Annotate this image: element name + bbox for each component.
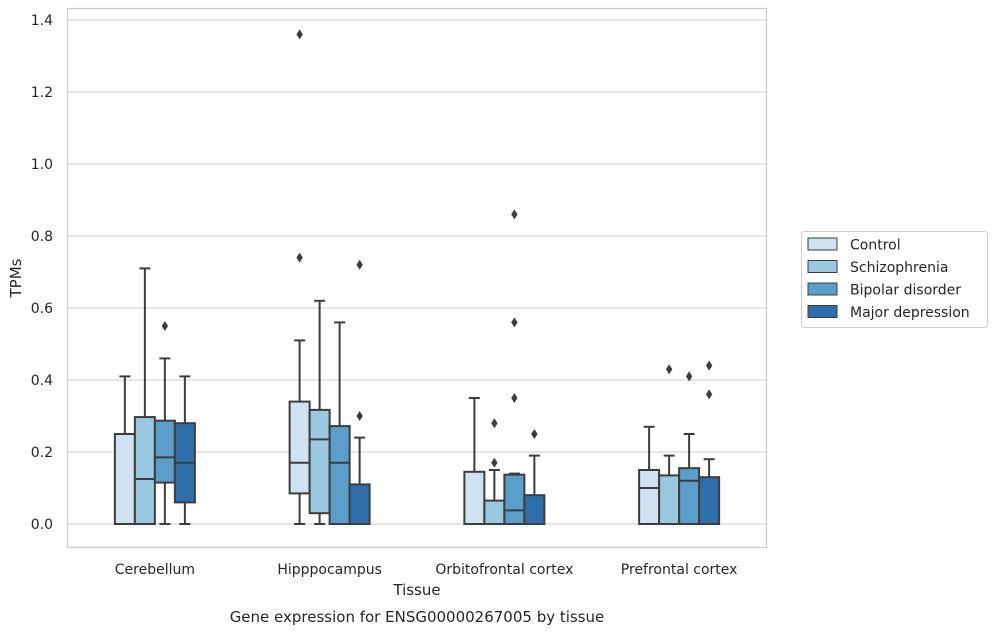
x-tick-label: Hipppocampus: [277, 562, 382, 578]
legend-swatch: [807, 260, 838, 273]
plot-frame: [66, 7, 768, 549]
box-0-0: [113, 375, 136, 525]
box-iqr: [463, 470, 486, 525]
figure-caption: Gene expression for ENSG00000267005 by t…: [230, 608, 605, 626]
y-axis-ticks: 0.0 0.2 0.4 0.6 0.8 1.0 1.2 1.4: [31, 13, 53, 533]
outlier-marker: [665, 364, 673, 375]
box-2-2: [503, 209, 526, 525]
box-3-0: [638, 425, 661, 525]
box-iqr: [658, 474, 681, 525]
outlier-marker: [511, 317, 518, 328]
outlier-marker: [531, 429, 538, 439]
outlier-marker: [296, 29, 303, 40]
box-3-1: [658, 364, 681, 525]
box-iqr: [678, 467, 701, 526]
legend: Control Schizophrenia Bipolar disorder Majo…: [801, 231, 988, 328]
x-axis-label: Tissue: [392, 581, 440, 599]
legend-frame: [801, 231, 988, 328]
outlier-marker: [685, 371, 693, 382]
outlier-marker: [705, 389, 713, 400]
box-0-1: [133, 267, 156, 525]
box-iqr: [503, 473, 526, 525]
box-iqr: [523, 494, 546, 526]
outlier-marker: [296, 252, 303, 263]
outlier-marker: [356, 411, 363, 421]
outlier-marker: [511, 393, 518, 403]
box-3-2: [678, 371, 701, 526]
legend-swatch: [807, 282, 838, 296]
y-tick-label: 0.8: [31, 229, 53, 245]
y-tick-label: 1.0: [31, 157, 53, 173]
x-tick-label: Cerebellum: [115, 562, 195, 578]
box-1-2: [328, 321, 351, 525]
outlier-marker: [161, 321, 169, 331]
y-tick-label: 0.2: [31, 445, 53, 461]
box-iqr: [153, 419, 176, 484]
box-iqr: [483, 499, 506, 526]
box-1-0: [288, 29, 311, 525]
box-1-3: [348, 259, 371, 525]
box-iqr: [308, 408, 331, 515]
legend-label: Control: [850, 238, 901, 254]
x-tick-label: Prefrontal cortex: [621, 562, 738, 578]
outlier-marker: [356, 259, 363, 270]
outlier-marker: [491, 457, 498, 468]
box-iqr: [288, 400, 311, 495]
x-axis-ticks: Cerebellum Hipppocampus Orbitofrontal cort…: [115, 562, 738, 578]
y-tick-label: 0.4: [31, 373, 53, 389]
y-tick-label: 1.4: [31, 13, 53, 29]
y-tick-label: 1.2: [31, 85, 53, 101]
legend-label: Bipolar disorder: [850, 283, 961, 299]
box-3-3: [698, 360, 721, 526]
box-iqr: [698, 476, 721, 526]
x-tick-label: Orbitofrontal cortex: [435, 562, 573, 578]
legend-label: Major depression: [850, 305, 970, 321]
box-iqr: [348, 483, 371, 525]
box-2-0: [463, 397, 486, 525]
y-tick-label: 0.6: [31, 301, 53, 317]
y-axis-label: TPMs: [7, 258, 25, 298]
box-2-3: [523, 429, 546, 526]
outlier-marker: [705, 360, 713, 371]
box-iqr: [638, 469, 661, 525]
box-plot-marks: [113, 29, 721, 526]
box-2-1: [483, 418, 506, 526]
outlier-marker: [491, 418, 498, 429]
outlier-marker: [511, 209, 518, 220]
legend-label: Schizophrenia: [850, 260, 948, 276]
legend-swatch: [807, 237, 838, 251]
legend-swatch: [807, 305, 838, 318]
box-iqr: [328, 425, 351, 525]
y-tick-label: 0.0: [31, 517, 53, 533]
box-0-3: [173, 375, 196, 525]
box-1-1: [308, 299, 331, 525]
box-iqr: [133, 416, 156, 525]
box-0-2: [153, 321, 176, 525]
box-iqr: [113, 433, 136, 525]
